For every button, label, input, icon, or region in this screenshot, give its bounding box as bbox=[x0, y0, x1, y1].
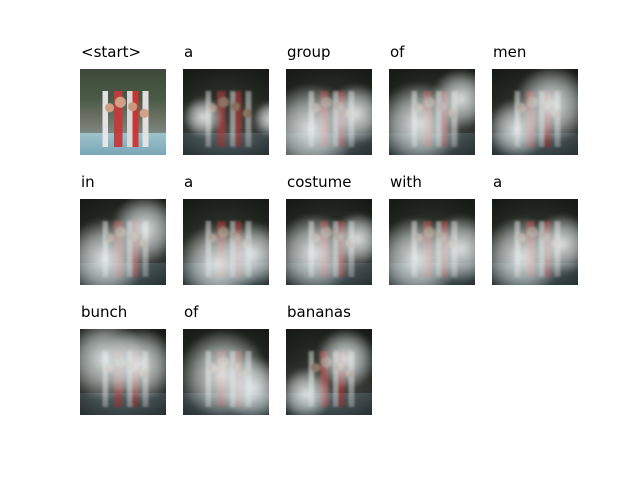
attention-map-image bbox=[492, 69, 578, 155]
caption-word: with bbox=[390, 173, 422, 191]
caption-attention-grid: <start> a group of men in a costume with a bunch of… bbox=[80, 42, 578, 432]
attention-cell: of bbox=[183, 302, 269, 432]
attention-map-image bbox=[492, 199, 578, 285]
caption-word: a bbox=[493, 173, 503, 191]
attention-cell: with bbox=[389, 172, 475, 302]
attention-cell: costume bbox=[286, 172, 372, 302]
attention-cell: of bbox=[389, 42, 475, 172]
caption-word: <start> bbox=[81, 43, 142, 61]
attention-map-image bbox=[183, 199, 269, 285]
attention-cell: a bbox=[183, 42, 269, 172]
caption-word: men bbox=[493, 43, 527, 61]
caption-word: group bbox=[287, 43, 331, 61]
attention-map-image bbox=[183, 329, 269, 415]
attention-cell: bunch bbox=[80, 302, 166, 432]
attention-map-image bbox=[286, 69, 372, 155]
caption-word: of bbox=[390, 43, 405, 61]
attention-map-image bbox=[80, 199, 166, 285]
attention-map-image bbox=[389, 199, 475, 285]
caption-word: bunch bbox=[81, 303, 128, 321]
attention-cell: a bbox=[492, 172, 578, 302]
attention-map-image bbox=[286, 329, 372, 415]
caption-word: in bbox=[81, 173, 95, 191]
caption-word: a bbox=[184, 43, 194, 61]
attention-cell: men bbox=[492, 42, 578, 172]
caption-word: bananas bbox=[287, 303, 351, 321]
attention-cell: group bbox=[286, 42, 372, 172]
attention-cell: bananas bbox=[286, 302, 372, 432]
original-image bbox=[80, 69, 166, 155]
attention-map-image bbox=[389, 69, 475, 155]
attention-map-image bbox=[80, 329, 166, 415]
caption-word: of bbox=[184, 303, 199, 321]
attention-cell: <start> bbox=[80, 42, 166, 172]
caption-word: costume bbox=[287, 173, 352, 191]
attention-map-image bbox=[183, 69, 269, 155]
attention-map-image bbox=[286, 199, 372, 285]
attention-cell: a bbox=[183, 172, 269, 302]
caption-word: a bbox=[184, 173, 194, 191]
attention-cell: in bbox=[80, 172, 166, 302]
